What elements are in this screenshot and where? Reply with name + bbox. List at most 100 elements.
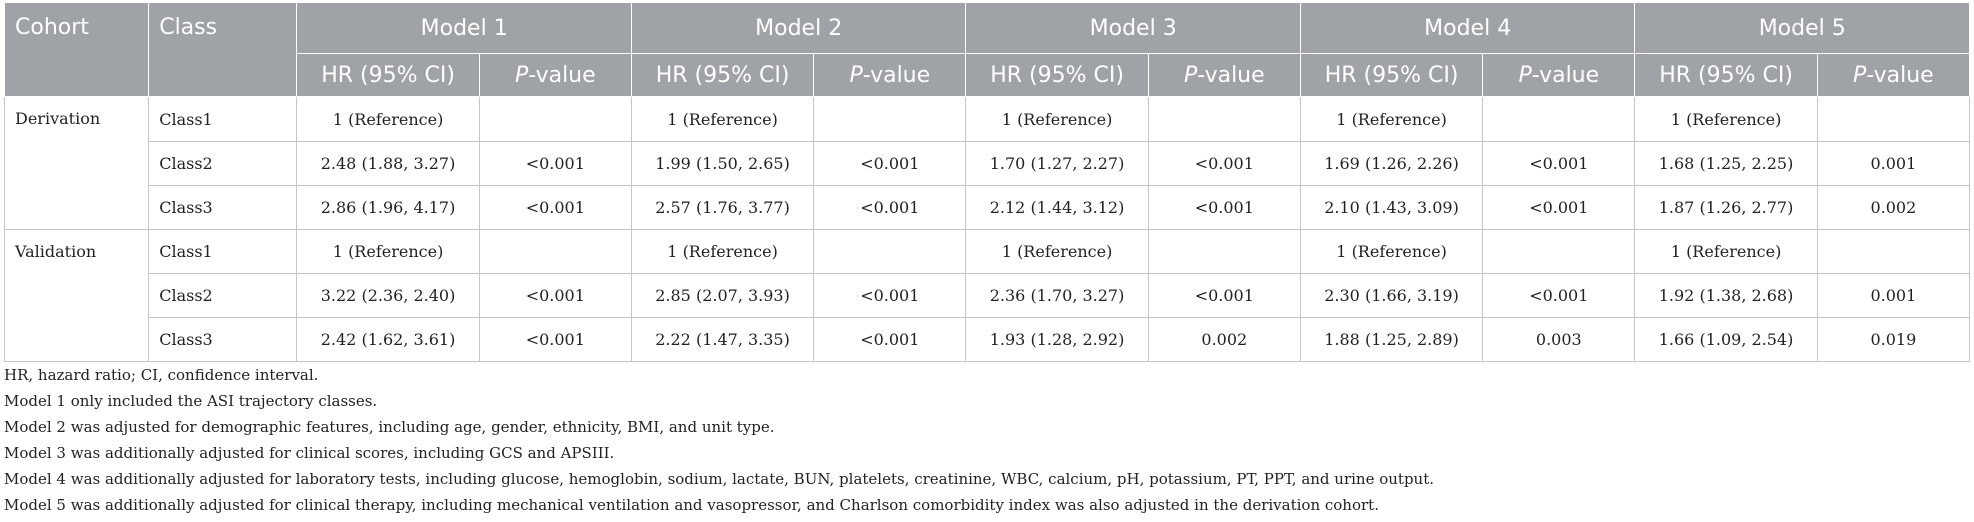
p-value-cell: [478, 96, 632, 142]
p-value-cell: [1816, 96, 1971, 142]
header-hr: HR (95% CI): [965, 53, 1149, 97]
hr-cell: 1.70 (1.27, 2.27): [965, 141, 1149, 186]
hr-cell: 1 (Reference): [296, 96, 480, 142]
p-value-cell: <0.001: [813, 317, 967, 362]
p-value-cell: <0.001: [813, 141, 967, 186]
p-value-cell: <0.001: [1147, 273, 1301, 318]
p-suffix: -value: [1866, 62, 1934, 88]
header-p-value: P-value: [813, 53, 967, 97]
footnote: Model 4 was additionally adjusted for la…: [4, 470, 1435, 488]
p-value-cell: 0.003: [1482, 317, 1636, 362]
footnote: HR, hazard ratio; CI, confidence interva…: [4, 366, 319, 384]
header-model-3: Model 3: [965, 2, 1301, 54]
hr-cell: 1 (Reference): [1299, 96, 1484, 142]
header-model-5: Model 5: [1634, 2, 1970, 54]
class-cell: Class3: [148, 317, 298, 362]
p-italic: P: [849, 62, 863, 88]
p-italic: P: [1852, 62, 1867, 88]
hr-cell: 2.12 (1.44, 3.12): [965, 185, 1149, 230]
hr-cell: 2.10 (1.43, 3.09): [1299, 185, 1484, 230]
footnote: Model 3 was additionally adjusted for cl…: [4, 444, 615, 462]
p-value-cell: [1147, 229, 1301, 274]
p-value-cell: 0.001: [1816, 141, 1971, 186]
table-row: Derivation Class1 1 (Reference) 1 (Referenc…: [3, 96, 1971, 230]
p-value-cell: <0.001: [1482, 273, 1636, 318]
p-value-cell: <0.001: [478, 317, 632, 362]
hr-cell: 1.66 (1.09, 2.54): [1634, 317, 1818, 362]
hr-cell: 1.92 (1.38, 2.68): [1634, 273, 1818, 318]
table-body: Derivation Class1 1 (Reference) 1 (Referenc…: [3, 96, 1971, 362]
hr-cell: 1.68 (1.25, 2.25): [1634, 141, 1818, 186]
p-suffix: -value: [1197, 62, 1265, 88]
p-value-cell: 0.001: [1816, 273, 1971, 318]
header-model-4: Model 4: [1299, 2, 1636, 54]
hr-cell: 1 (Reference): [1634, 96, 1818, 142]
class-cell: Class3: [148, 185, 298, 230]
hr-cell: 1 (Reference): [1299, 229, 1484, 274]
header-cohort: Cohort: [3, 2, 150, 97]
p-value-cell: <0.001: [478, 185, 632, 230]
header-row-models: Cohort Class Model 1 Model 2 Model 3 Mod…: [3, 2, 1970, 97]
p-value-cell: <0.001: [478, 273, 632, 318]
hr-cell: 1 (Reference): [1634, 229, 1818, 274]
hr-cell: 2.57 (1.76, 3.77): [630, 185, 815, 230]
hr-cell: 1.87 (1.26, 2.77): [1634, 185, 1818, 230]
p-value-cell: <0.001: [1482, 141, 1636, 186]
hr-cell: 1.93 (1.28, 2.92): [965, 317, 1149, 362]
hr-cell: 1.99 (1.50, 2.65): [630, 141, 815, 186]
cohort-cell: Derivation: [3, 96, 150, 230]
hr-cell: 1 (Reference): [296, 229, 480, 274]
header-class: Class: [148, 2, 298, 97]
footnote: Model 2 was adjusted for demographic fea…: [4, 418, 775, 436]
class-cell: Class2: [148, 273, 298, 318]
p-value-cell: [1482, 229, 1636, 274]
header-hr: HR (95% CI): [630, 53, 815, 97]
hr-cell: 1 (Reference): [630, 96, 815, 142]
hr-cell: 2.30 (1.66, 3.19): [1299, 273, 1484, 318]
hr-cell: 2.22 (1.47, 3.35): [630, 317, 815, 362]
table-row: Validation Class1 1 (Reference) 1 (Referenc…: [3, 229, 1971, 362]
p-value-cell: <0.001: [478, 141, 632, 186]
p-value-cell: <0.001: [1147, 141, 1301, 186]
table-footnotes: HR, hazard ratio; CI, confidence interva…: [4, 362, 1434, 518]
p-value-cell: [1482, 96, 1636, 142]
hr-cell: 2.85 (2.07, 3.93): [630, 273, 815, 318]
hr-cell: 1.69 (1.26, 2.26): [1299, 141, 1484, 186]
p-value-cell: [478, 229, 632, 274]
p-value-cell: <0.001: [1147, 185, 1301, 230]
class-cell: Class1: [148, 96, 298, 142]
header-p-value: P-value: [1816, 53, 1971, 97]
footnote: Model 5 was additionally adjusted for cl…: [4, 496, 1379, 514]
header-p-value: P-value: [478, 53, 632, 97]
p-value-cell: [813, 229, 967, 274]
p-value-cell: [1816, 229, 1971, 274]
table-row: Class3 2.42 (1.62, 3.61) <0.001 2.22 (1.47,…: [5, 317, 1971, 362]
p-value-cell: [1147, 96, 1301, 142]
p-suffix: -value: [862, 62, 931, 88]
p-value-cell: <0.001: [813, 185, 967, 230]
cohort-cell: Validation: [3, 229, 150, 362]
p-italic: P: [1518, 62, 1532, 88]
class-cell: Class1: [148, 229, 298, 274]
header-hr: HR (95% CI): [1299, 53, 1484, 97]
footnote: Model 1 only included the ASI trajectory…: [4, 392, 378, 410]
header-model-1: Model 1: [296, 2, 632, 54]
table-row: Class2 2.48 (1.88, 3.27) <0.001 1.99 (1.50,…: [5, 141, 1971, 186]
hr-cell: 1.88 (1.25, 2.89): [1299, 317, 1484, 362]
hr-cell: 2.42 (1.62, 3.61): [296, 317, 480, 362]
header-p-value: P-value: [1147, 53, 1301, 97]
p-suffix: -value: [1531, 62, 1600, 88]
hr-cell: 2.48 (1.88, 3.27): [296, 141, 480, 186]
hr-cell: 2.36 (1.70, 3.27): [965, 273, 1149, 318]
hr-cell: 1 (Reference): [965, 96, 1149, 142]
header-p-value: P-value: [1482, 53, 1636, 97]
p-italic: P: [514, 62, 529, 88]
table-row: Class3 2.86 (1.96, 4.17) <0.001 2.57 (1.76,…: [5, 185, 1971, 230]
class-cell: Class2: [148, 141, 298, 186]
p-value-cell: 0.002: [1147, 317, 1301, 362]
p-value-cell: <0.001: [813, 273, 967, 318]
hr-cell: 1 (Reference): [965, 229, 1149, 274]
hr-cell: 3.22 (2.36, 2.40): [296, 273, 480, 318]
p-value-cell: 0.019: [1816, 317, 1971, 362]
p-suffix: -value: [528, 62, 596, 88]
